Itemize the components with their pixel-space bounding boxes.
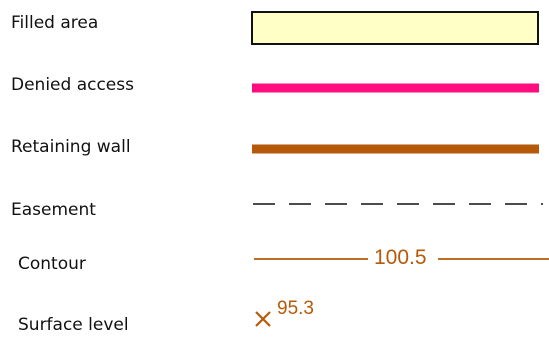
legend-label-denied-access: Denied access xyxy=(11,75,134,95)
spot-height-value: 95.3 xyxy=(277,298,314,319)
contour-line-left xyxy=(254,258,368,260)
legend-label-surface-level: Surface level xyxy=(18,315,129,335)
contour-value-label: 100.5 xyxy=(374,246,427,269)
retaining-wall-line xyxy=(252,144,539,154)
legend-label-retaining-wall: Retaining wall xyxy=(11,137,131,157)
spot-height-cross-icon xyxy=(255,311,271,327)
denied-access-line xyxy=(252,83,539,93)
contour-line-right xyxy=(438,258,549,260)
legend-label-contour: Contour xyxy=(18,254,86,274)
legend-label-filled-area: Filled area xyxy=(11,13,99,33)
filled-area-swatch xyxy=(251,11,539,45)
legend-label-easement: Easement xyxy=(11,200,96,220)
easement-dashed-line xyxy=(253,203,543,205)
